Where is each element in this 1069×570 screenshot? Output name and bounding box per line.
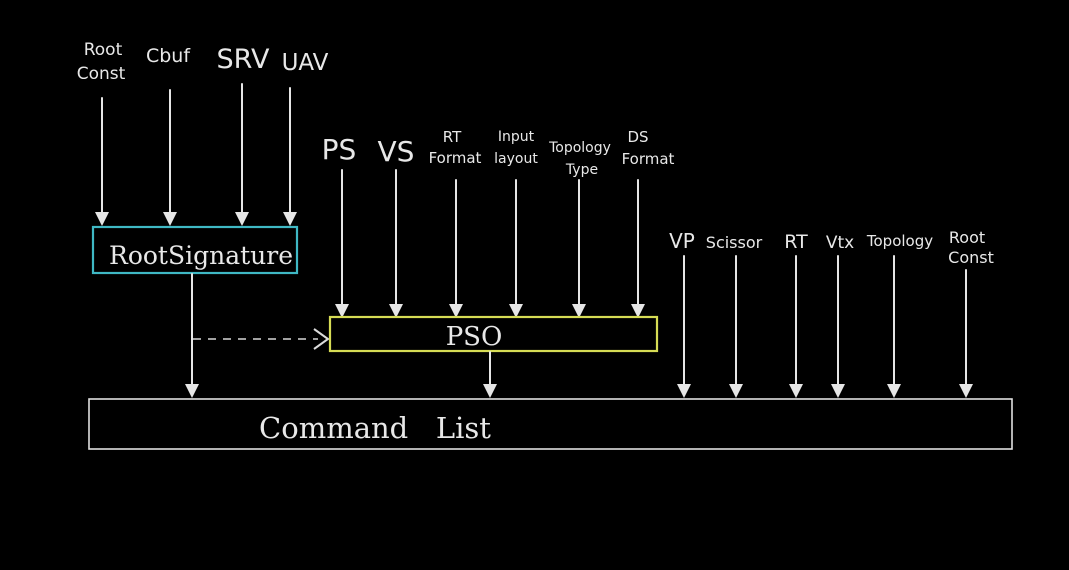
- arrow-pso-cmd-head: [483, 384, 497, 398]
- root-inputs: Root Const Cbuf SRV UAV: [77, 40, 329, 84]
- cmd-input-label-vtx: Vtx: [826, 233, 854, 253]
- pso-input-label-input: Input: [498, 129, 535, 145]
- cmd-input-label-root: Root: [949, 228, 985, 247]
- arrow-rs-cmd-head: [185, 384, 199, 398]
- command-list-rect: [88, 398, 1013, 450]
- arrow-input-layout-head: [509, 304, 523, 318]
- arrow-root-const-head: [95, 212, 109, 226]
- cmd-input-label-topology: Topology: [866, 232, 933, 250]
- cmd-input-arrows: [677, 255, 973, 398]
- pso-input-label-topology: Topology: [548, 140, 611, 156]
- arrow-cbuf-head: [163, 212, 177, 226]
- pso-input-label-rt-format: Format: [429, 149, 482, 167]
- arrow-rt-format-head: [449, 304, 463, 318]
- pso-box: PSO: [328, 315, 659, 353]
- arrow-root-const-cmd-head: [959, 384, 973, 398]
- root-input-label-1a: Root: [84, 40, 123, 60]
- arrow-uav-head: [283, 212, 297, 226]
- arrow-rt-head: [789, 384, 803, 398]
- cmd-input-label-rt: RT: [784, 231, 808, 253]
- pso-input-label-type: Type: [565, 162, 598, 178]
- command-list-label: Command List: [259, 411, 491, 445]
- arrow-topology-head: [887, 384, 901, 398]
- dashed-arrow-head: [313, 328, 330, 350]
- arrow-srv-head: [235, 212, 249, 226]
- pso-input-label-ds: DS: [627, 128, 648, 146]
- pso-input-label-layout: layout: [494, 151, 538, 167]
- arrow-vtx-head: [831, 384, 845, 398]
- arrow-topology-type-head: [572, 304, 586, 318]
- pso-to-cmd-arrow: [483, 351, 497, 398]
- pso-input-label-vs: VS: [378, 135, 415, 168]
- cmd-input-label-const: Const: [948, 248, 994, 267]
- root-input-label-4: UAV: [282, 50, 329, 76]
- root-signature-box: RootSignature: [91, 225, 299, 275]
- cmd-input-label-scissor: Scissor: [706, 233, 763, 252]
- arrow-ds-format-head: [631, 304, 645, 318]
- pso-rect: [328, 315, 659, 353]
- root-signature-label: RootSignature: [109, 241, 293, 270]
- arrow-ps-head: [335, 304, 349, 318]
- root-input-label-2: Cbuf: [146, 45, 191, 67]
- pso-input-label-ds-format: Format: [622, 150, 675, 168]
- pso-inputs: PS VS RT Format Input layout Topology Ty…: [322, 128, 675, 178]
- command-list-box: Command List: [88, 398, 1013, 450]
- cmd-input-label-vp: VP: [669, 229, 695, 253]
- root-input-label-1b: Const: [77, 64, 126, 84]
- pso-input-arrows: [335, 169, 645, 318]
- root-input-arrows: [95, 83, 297, 226]
- arrow-scissor-head: [729, 384, 743, 398]
- root-input-label-3: SRV: [217, 44, 270, 75]
- pso-input-label-rt: RT: [443, 128, 462, 146]
- arrow-vp-head: [677, 384, 691, 398]
- cmd-inputs: VP Scissor RT Vtx Topology Root Const: [669, 228, 994, 267]
- root-signature-rect: [91, 225, 299, 275]
- rs-to-cmd-arrow: [185, 273, 199, 398]
- pso-label: PSO: [446, 322, 503, 352]
- pso-input-label-ps: PS: [322, 133, 357, 166]
- rs-to-pso-dashed-arrow: [193, 328, 330, 350]
- arrow-vs-head: [389, 304, 403, 318]
